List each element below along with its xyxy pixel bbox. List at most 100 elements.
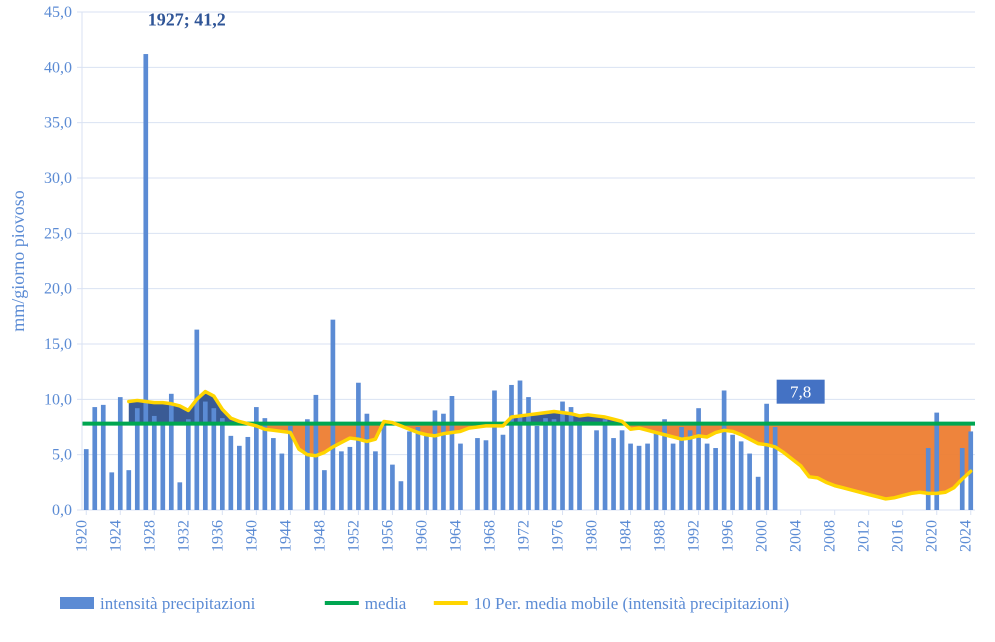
y-axis-label: mm/giorno piovoso — [8, 190, 28, 332]
bar — [926, 448, 931, 510]
x-tick-label: 1952 — [345, 520, 362, 552]
x-tick-label: 1924 — [107, 520, 124, 552]
bar — [169, 394, 174, 510]
x-tick-label: 1928 — [141, 520, 158, 552]
bar — [509, 385, 514, 510]
bar — [671, 444, 676, 510]
x-tick-label: 1948 — [311, 520, 328, 552]
bar — [424, 434, 429, 510]
bar — [543, 418, 548, 510]
bar — [194, 330, 199, 510]
bar — [390, 465, 395, 510]
y-tick-label: 45,0 — [44, 4, 72, 21]
x-tick-label: 1996 — [720, 520, 737, 552]
bar — [314, 395, 319, 510]
x-tick-label: 1956 — [379, 520, 396, 552]
bar — [637, 446, 642, 510]
bar — [143, 54, 148, 510]
legend-swatch — [60, 597, 94, 609]
x-tick-label: 1936 — [209, 520, 226, 552]
bar — [535, 426, 540, 510]
bar — [101, 405, 106, 510]
y-tick-label: 35,0 — [44, 115, 72, 132]
x-tick-label: 2016 — [890, 520, 907, 552]
bar — [152, 416, 157, 510]
x-tick-label: 1984 — [618, 520, 635, 552]
max-annotation: 1927; 41,2 — [148, 9, 226, 29]
bar — [560, 402, 565, 510]
bar — [339, 451, 344, 510]
x-tick-label: 2000 — [754, 520, 771, 552]
bar — [713, 448, 718, 510]
bar — [356, 383, 361, 510]
x-tick-label: 1960 — [413, 520, 430, 552]
bar — [126, 470, 131, 510]
bar — [280, 454, 285, 510]
bar — [271, 438, 276, 510]
y-tick-label: 20,0 — [44, 281, 72, 298]
y-tick-label: 10,0 — [44, 391, 72, 408]
bar — [263, 418, 268, 510]
x-tick-label: 1968 — [481, 520, 498, 552]
x-tick-label: 1980 — [584, 520, 601, 552]
x-tick-label: 1964 — [447, 520, 464, 552]
bar — [722, 390, 727, 510]
x-tick-label: 2004 — [788, 520, 805, 552]
x-tick-label: 2012 — [856, 520, 873, 552]
bar — [492, 390, 497, 510]
bar — [348, 447, 353, 510]
bar — [654, 433, 659, 510]
bar — [373, 451, 378, 510]
x-tick-label: 2024 — [958, 520, 975, 552]
y-tick-label: 5,0 — [52, 447, 72, 464]
bar — [399, 481, 404, 510]
bar — [407, 431, 412, 510]
mean-badge-label: 7,8 — [790, 383, 811, 402]
bar — [764, 404, 769, 510]
bar — [382, 421, 387, 510]
bar — [773, 427, 778, 510]
bar — [365, 414, 370, 510]
x-tick-label: 1992 — [686, 520, 703, 552]
bar — [501, 435, 506, 510]
bar — [450, 396, 455, 510]
bar — [518, 381, 523, 510]
x-tick-label: 1944 — [277, 520, 294, 552]
bar — [109, 472, 114, 510]
bar — [458, 444, 463, 510]
x-tick-label: 1988 — [652, 520, 669, 552]
bar — [177, 482, 182, 510]
legend-label: 10 Per. media mobile (intensità precipit… — [474, 594, 789, 613]
bar — [645, 444, 650, 510]
bar — [934, 413, 939, 510]
x-tick-label: 1972 — [516, 520, 533, 552]
precipitation-chart: 0,05,010,015,020,025,030,035,040,045,019… — [0, 0, 995, 637]
bar — [118, 397, 123, 510]
y-tick-label: 30,0 — [44, 170, 72, 187]
x-tick-label: 1920 — [73, 520, 90, 552]
chart-svg: 0,05,010,015,020,025,030,035,040,045,019… — [0, 0, 995, 637]
bar — [552, 419, 557, 510]
x-tick-label: 1976 — [550, 520, 567, 552]
bar — [237, 446, 242, 510]
y-tick-label: 0,0 — [52, 502, 72, 519]
x-tick-label: 2008 — [822, 520, 839, 552]
bar — [160, 425, 165, 510]
bar — [228, 436, 233, 510]
bar — [688, 430, 693, 510]
legend-label: media — [365, 594, 407, 613]
bar — [475, 438, 480, 510]
bar — [84, 449, 89, 510]
bar — [220, 418, 225, 510]
bar — [246, 437, 251, 510]
bar — [441, 414, 446, 510]
bar — [628, 444, 633, 510]
bar — [747, 454, 752, 510]
bar — [322, 470, 327, 510]
bar — [756, 477, 761, 510]
bar — [739, 441, 744, 510]
x-tick-label: 1940 — [243, 520, 260, 552]
bar — [603, 419, 608, 510]
bar — [620, 430, 625, 510]
bar — [203, 402, 208, 510]
